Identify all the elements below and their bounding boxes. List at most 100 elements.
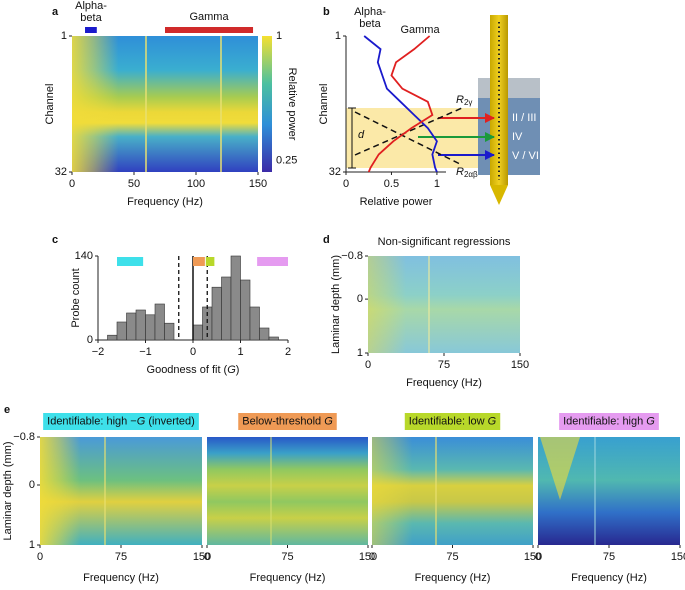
- x-axis-label: Goodness of fit (G): [147, 364, 240, 376]
- panel-label: e: [4, 404, 10, 416]
- d-label: d: [358, 129, 365, 141]
- x-tick-label: 50: [128, 178, 140, 190]
- x-tick-label: 75: [446, 551, 458, 563]
- colorbar-tick-label: 1: [276, 30, 282, 42]
- band-bar: [165, 27, 254, 33]
- panel-title: Identifiable: high −G (inverted): [47, 415, 195, 427]
- x-tick-label: 2: [285, 346, 291, 358]
- panel-title: Identifiable: high G: [563, 415, 655, 427]
- x-tick-label: 150: [249, 178, 267, 190]
- x-axis-label: Relative power: [360, 196, 433, 208]
- r2ab-sub: 2αβ: [464, 170, 478, 179]
- bar: [116, 321, 127, 341]
- bar: [259, 327, 270, 341]
- y-tick-label: 0: [357, 293, 363, 305]
- panel-title: Non-significant regressions: [378, 236, 511, 248]
- panel-label: a: [52, 6, 59, 18]
- x-tick-label: 0: [190, 346, 196, 358]
- x-axis-label: Frequency (Hz): [127, 196, 203, 208]
- legend-label: Alpha-: [354, 6, 386, 18]
- axes: [345, 36, 446, 173]
- panel-label: b: [323, 6, 330, 18]
- bar: [230, 255, 241, 341]
- x-axis-label: Frequency (Hz): [83, 572, 159, 584]
- bar: [221, 276, 232, 341]
- x-tick-label: 75: [438, 359, 450, 371]
- colorbar-label: Relative power: [286, 68, 298, 141]
- bar: [135, 309, 146, 341]
- y-tick-label: −0.8: [13, 431, 35, 443]
- y-tick-label: 32: [329, 166, 341, 178]
- category-range: [117, 257, 144, 266]
- x-axis-label: Frequency (Hz): [406, 377, 482, 389]
- legend-label: Gamma: [400, 24, 440, 36]
- bar: [240, 279, 251, 341]
- bar: [211, 286, 222, 341]
- y-axis-label: Probe count: [70, 268, 82, 327]
- legend-label: beta: [359, 18, 381, 30]
- x-axis-label: Frequency (Hz): [415, 572, 491, 584]
- x-tick-label: 75: [603, 551, 615, 563]
- x-tick-label: 0: [365, 359, 371, 371]
- y-tick-label: 1: [335, 30, 341, 42]
- series-line: [363, 35, 438, 173]
- x-tick-label: 0.5: [384, 178, 399, 190]
- y-tick-label: 0: [87, 334, 93, 346]
- r2g-label: R2γ: [456, 94, 472, 107]
- x-tick-label: 150: [524, 551, 542, 563]
- y-tick-label: 1: [357, 347, 363, 359]
- bar: [154, 303, 165, 341]
- y-tick-label: 1: [29, 539, 35, 551]
- category-range: [205, 257, 215, 266]
- r2g-main: R: [456, 94, 464, 106]
- band-label: beta: [80, 12, 102, 24]
- series-line: [367, 35, 434, 173]
- x-tick-label: 150: [671, 551, 685, 563]
- text-part: Identifiable: high −: [47, 415, 137, 427]
- band-bar: [85, 27, 97, 33]
- x-tick-label: 0: [69, 178, 75, 190]
- x-tick-label: 150: [193, 551, 211, 563]
- laminar-illustration: d R2γ R2αβ II / III IV V / VI: [346, 15, 540, 205]
- x-tick-label: 0: [204, 551, 210, 563]
- y-tick-label: 32: [55, 166, 67, 178]
- text-part: G: [324, 415, 333, 427]
- bar: [164, 322, 175, 341]
- x-tick-label: 0: [535, 551, 541, 563]
- text-part: Identifiable: high: [563, 415, 646, 427]
- x-axis-label: Frequency (Hz): [250, 572, 326, 584]
- y-axis-label: Channel: [318, 84, 330, 125]
- category-range: [257, 257, 288, 266]
- text-part: G: [137, 415, 146, 427]
- title-box: [404, 413, 501, 430]
- layer-label: II / III: [512, 112, 536, 124]
- layer-label: IV: [512, 131, 523, 143]
- bar: [107, 334, 118, 341]
- text-part: (inverted): [145, 415, 195, 427]
- panel-label: c: [52, 234, 58, 246]
- r2ab-main: R: [456, 166, 464, 178]
- r2ab-label: R2αβ: [456, 166, 478, 179]
- x-tick-label: 100: [187, 178, 205, 190]
- x-tick-label: −2: [92, 346, 105, 358]
- text-part: G: [646, 415, 655, 427]
- panel-title: Below-threshold G: [242, 415, 333, 427]
- y-tick-label: 140: [75, 250, 93, 262]
- band-label: Alpha-: [75, 0, 107, 12]
- title-box: [559, 413, 659, 430]
- bar: [192, 324, 203, 341]
- x-tick-label: 75: [115, 551, 127, 563]
- x-tick-label: 150: [359, 551, 377, 563]
- colorbar-tick-label: 0.25: [276, 154, 297, 166]
- y-axis-label: Laminar depth (mm): [2, 441, 14, 540]
- bar: [126, 312, 137, 341]
- x-tick-label: 75: [281, 551, 293, 563]
- bar: [249, 306, 260, 341]
- bar: [268, 336, 279, 341]
- panel-label: d: [323, 234, 330, 246]
- band-label: Gamma: [189, 11, 229, 23]
- y-axis-label: Channel: [44, 84, 56, 125]
- heatmap-images: [40, 36, 680, 545]
- text-part: Goodness of fit (: [147, 364, 228, 376]
